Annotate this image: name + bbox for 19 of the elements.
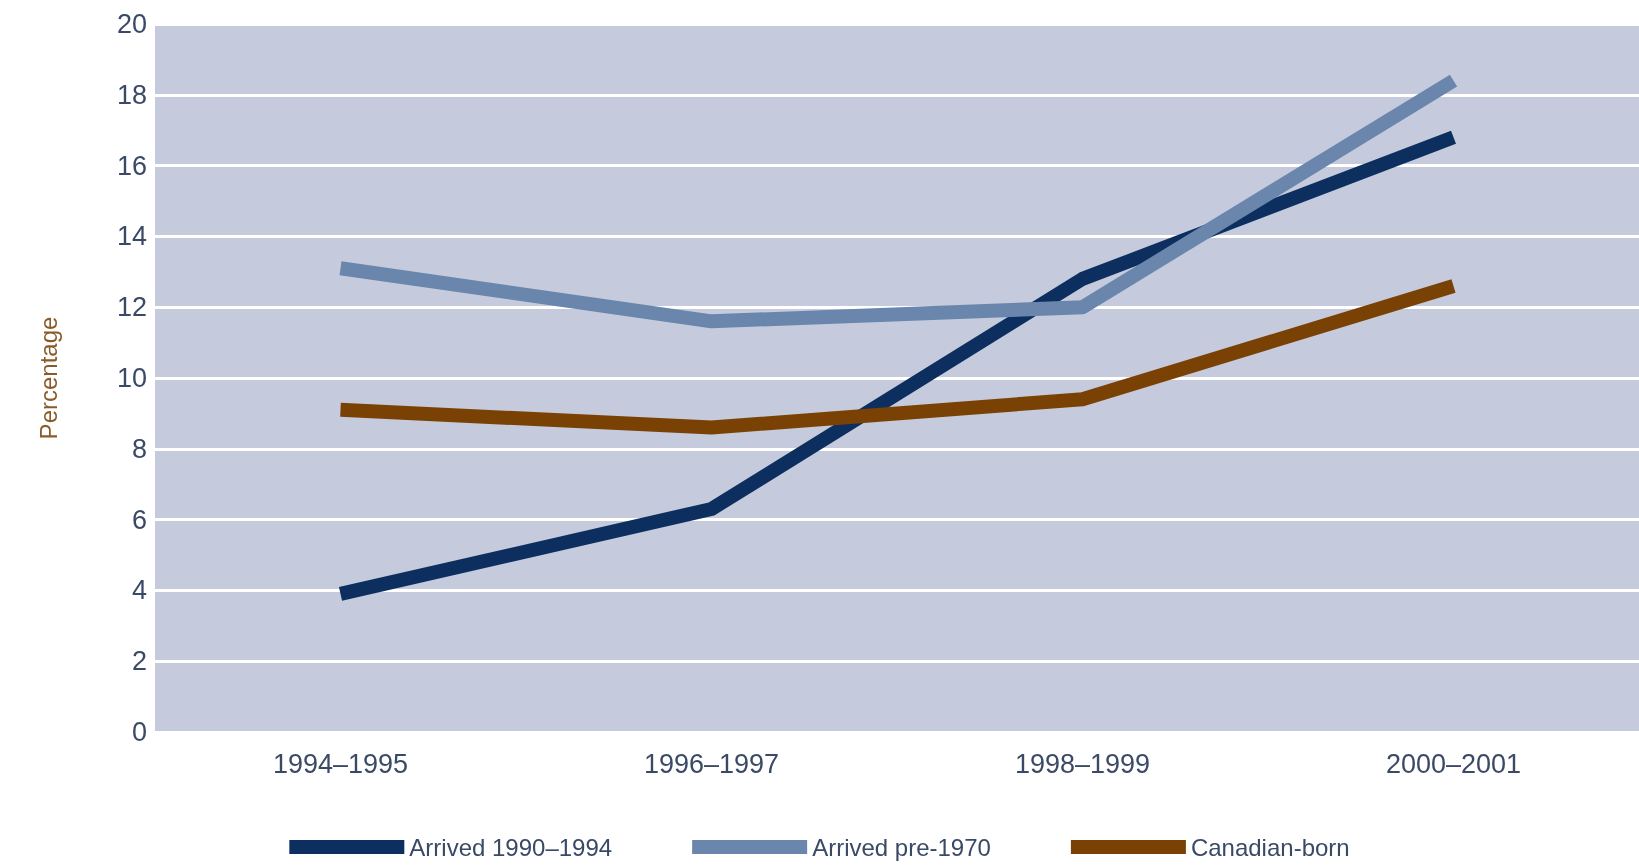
y-tick-label: 8: [131, 433, 147, 464]
y-tick-label: 12: [116, 292, 147, 323]
y-tick-label: 0: [131, 717, 147, 747]
y-tick-label: 16: [116, 150, 147, 181]
y-tick-label: 6: [131, 504, 147, 535]
y-tick-label: 10: [116, 363, 147, 393]
legend-label: Arrived pre-1970: [812, 833, 991, 861]
x-tick-label: 1994–1995: [272, 748, 409, 779]
y-tick-label: 18: [116, 79, 147, 110]
y-axis-title: Percentage: [34, 316, 62, 440]
y-tick-label: 4: [131, 575, 147, 606]
x-tick-label: 2000–2001: [1385, 748, 1522, 779]
x-tick-label: 1996–1997: [643, 748, 780, 779]
y-tick-label: 14: [116, 221, 147, 252]
legend-label: Canadian-born: [1190, 833, 1350, 861]
legend-label: Arrived 1990–1994: [409, 833, 613, 861]
y-tick-label: 20: [116, 9, 147, 39]
x-tick-label: 1998–1999: [1014, 748, 1151, 779]
y-tick-label: 2: [131, 646, 147, 677]
